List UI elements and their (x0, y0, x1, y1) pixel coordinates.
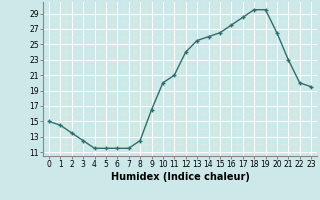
X-axis label: Humidex (Indice chaleur): Humidex (Indice chaleur) (111, 172, 249, 182)
